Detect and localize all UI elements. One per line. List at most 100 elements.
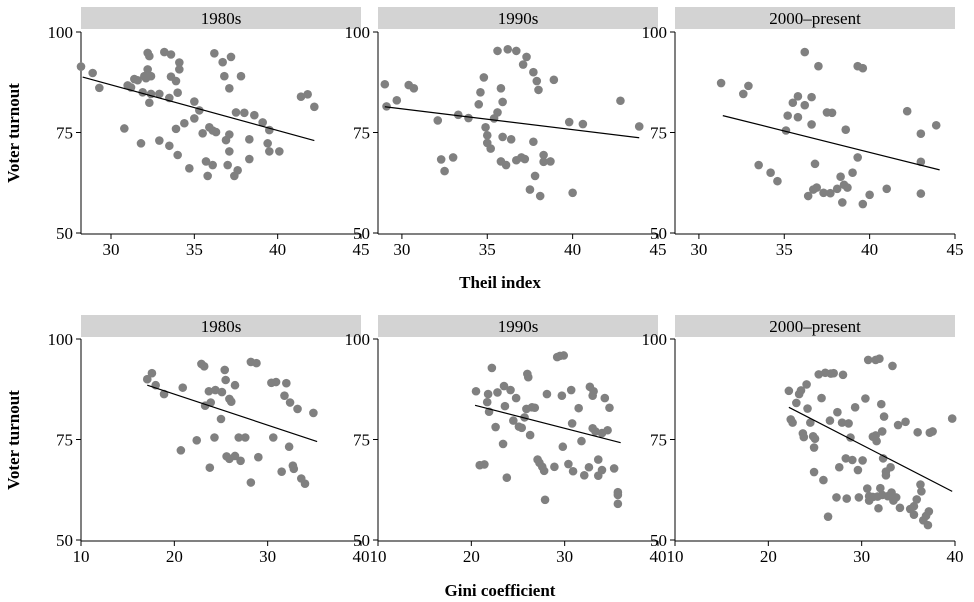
- data-point: [836, 172, 845, 182]
- x-tick-label: 45: [353, 240, 370, 259]
- panel-strip: [378, 7, 658, 29]
- data-point: [530, 403, 540, 413]
- data-point: [171, 76, 181, 86]
- fit-line: [384, 106, 640, 139]
- data-point: [874, 503, 883, 513]
- x-axis-title-top: Theil index: [459, 273, 541, 292]
- data-point: [865, 190, 874, 200]
- data-point: [803, 404, 812, 413]
- data-point: [784, 386, 794, 396]
- panel-strip-label: 1990s: [498, 9, 539, 28]
- data-point: [558, 442, 568, 452]
- data-point: [250, 110, 259, 120]
- data-point: [603, 425, 612, 435]
- data-point: [518, 60, 528, 69]
- data-point: [300, 479, 310, 489]
- data-point: [584, 462, 594, 472]
- data-point: [226, 397, 236, 407]
- data-point: [525, 430, 535, 440]
- data-point: [236, 71, 246, 81]
- data-point: [861, 394, 870, 403]
- data-point: [143, 65, 152, 74]
- data-point: [258, 118, 267, 127]
- data-point: [744, 81, 753, 91]
- data-point: [916, 129, 926, 139]
- data-point: [517, 423, 527, 433]
- data-point: [88, 68, 97, 78]
- data-point: [481, 122, 490, 132]
- data-point: [296, 92, 306, 102]
- data-point: [310, 102, 319, 112]
- data-point: [916, 189, 926, 198]
- data-point: [221, 375, 230, 385]
- data-point: [843, 183, 852, 192]
- data-point: [230, 451, 240, 461]
- panel-1: 1980s 50 75 100 30 35 40 45: [48, 7, 370, 259]
- data-point: [240, 108, 249, 118]
- data-point: [254, 452, 263, 462]
- x-tick-label: 30: [556, 547, 573, 566]
- data-point: [888, 361, 897, 371]
- x-tick-label: 40: [564, 240, 581, 259]
- data-point: [271, 377, 281, 387]
- data-point: [509, 416, 518, 425]
- data-point: [190, 97, 199, 106]
- panel-strip-label: 2000–present: [769, 9, 861, 28]
- x-tick-label: 10: [73, 547, 90, 566]
- data-point: [160, 47, 169, 57]
- data-point: [216, 414, 226, 424]
- panel-4: 1980s 50 75 100 10 20 30 40: [48, 315, 370, 566]
- data-point: [147, 368, 157, 378]
- data-point: [832, 493, 841, 502]
- data-point: [523, 372, 533, 382]
- panel-strip-label: 1980s: [201, 9, 242, 28]
- data-point: [502, 473, 512, 482]
- data-point: [245, 135, 254, 144]
- data-point: [529, 67, 538, 77]
- data-point: [482, 131, 492, 140]
- data-point: [793, 112, 803, 122]
- y-tick-label: 50: [56, 224, 73, 243]
- y-axis-title-bottom: Voter turnout: [4, 390, 23, 490]
- y-tick-label: 50: [353, 531, 370, 550]
- data-point: [204, 386, 214, 396]
- data-point: [793, 92, 803, 101]
- data-point: [800, 100, 810, 110]
- data-point: [634, 122, 644, 131]
- data-point: [848, 168, 857, 177]
- data-point: [155, 136, 164, 145]
- data-point: [823, 512, 833, 521]
- x-tick-label: 40: [269, 240, 286, 259]
- data-point: [837, 418, 847, 427]
- data-point: [807, 92, 816, 102]
- data-point: [788, 98, 798, 108]
- data-point: [165, 141, 174, 151]
- x-tick-label: 20: [463, 547, 480, 566]
- data-point: [382, 102, 391, 111]
- data-point: [716, 78, 726, 88]
- data-point: [826, 188, 835, 198]
- data-point: [854, 493, 864, 502]
- data-point: [225, 147, 234, 156]
- data-point: [491, 422, 500, 432]
- y-tick-label: 50: [650, 224, 667, 243]
- data-point: [501, 160, 511, 170]
- panel-strip: [675, 315, 955, 337]
- data-point: [226, 52, 236, 62]
- x-tick-label: 30: [103, 240, 120, 259]
- y-tick-label: 50: [353, 224, 370, 243]
- data-point: [529, 137, 538, 147]
- data-point: [540, 495, 550, 505]
- data-point: [277, 467, 286, 476]
- data-point: [532, 76, 542, 86]
- data-point: [886, 462, 895, 472]
- data-point: [487, 363, 497, 373]
- data-point: [876, 399, 886, 409]
- y-tick-label: 75: [56, 124, 73, 143]
- data-point: [542, 389, 552, 399]
- data-point: [858, 456, 867, 465]
- x-tick-label: 30: [690, 240, 707, 259]
- data-point: [842, 494, 852, 503]
- data-point: [833, 407, 842, 417]
- data-point: [203, 171, 212, 181]
